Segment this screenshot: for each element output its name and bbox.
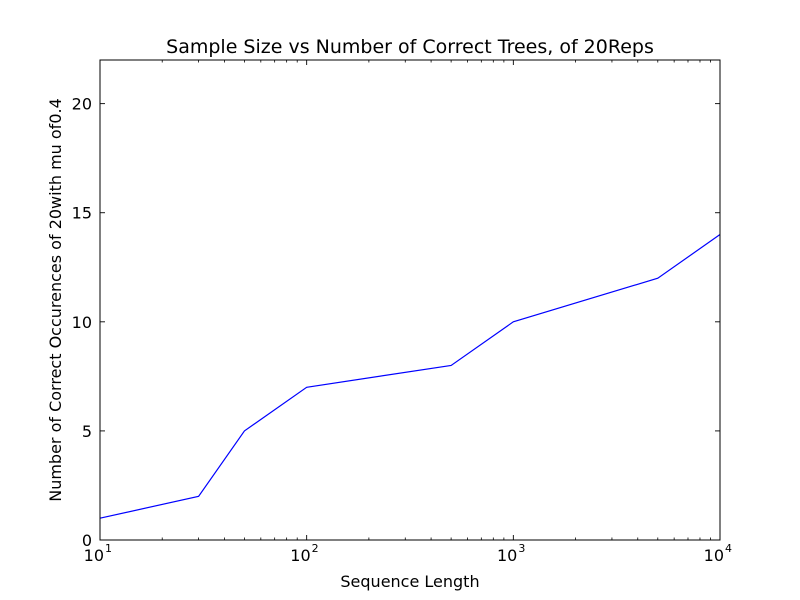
- x-tick-label-exponent: 3: [518, 542, 525, 555]
- x-tick-label: 10: [704, 546, 724, 565]
- x-axis-label: Sequence Length: [340, 572, 479, 591]
- y-tick-label: 5: [82, 422, 92, 441]
- chart-title: Sample Size vs Number of Correct Trees, …: [166, 36, 654, 58]
- x-tick-label: 10: [84, 546, 104, 565]
- x-tick-label-exponent: 2: [312, 542, 319, 555]
- y-axis-label: Number of Correct Occurences of 20with m…: [46, 98, 65, 502]
- x-tick-label-exponent: 1: [105, 542, 112, 555]
- y-tick-label: 15: [72, 204, 92, 223]
- x-tick-label-exponent: 4: [725, 542, 732, 555]
- y-tick-label: 10: [72, 313, 92, 332]
- y-tick-label: 20: [72, 95, 92, 114]
- x-tick-label: 10: [497, 546, 517, 565]
- plot-frame: [99, 59, 721, 541]
- x-tick-label: 10: [290, 546, 310, 565]
- series-line-0: [99, 234, 721, 519]
- y-tick-label: 0: [82, 531, 92, 550]
